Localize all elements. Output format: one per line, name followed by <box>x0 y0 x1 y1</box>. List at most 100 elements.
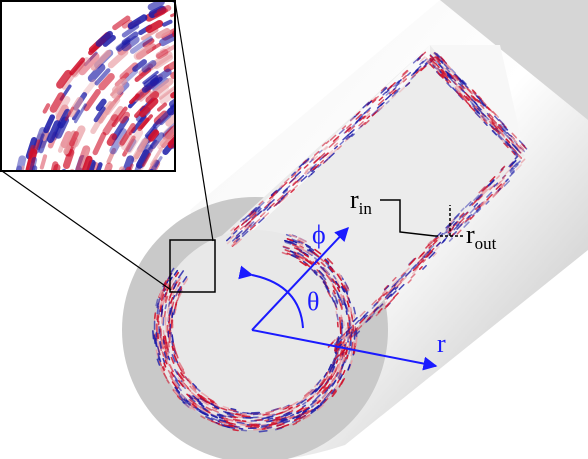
pattern-stroke <box>354 313 355 317</box>
pattern-stroke <box>240 31 249 32</box>
pattern-stroke <box>181 130 189 137</box>
pattern-stroke <box>190 72 201 77</box>
pattern-stroke <box>236 87 250 89</box>
pattern-stroke <box>191 100 196 103</box>
pattern-stroke <box>180 23 191 27</box>
pattern-stroke <box>224 415 228 416</box>
pattern-stroke <box>220 37 239 41</box>
pattern-stroke <box>115 178 119 199</box>
pattern-stroke <box>191 21 202 25</box>
zoom-line <box>175 1 213 241</box>
pattern-stroke <box>192 121 199 125</box>
pattern-stroke <box>135 178 140 196</box>
pattern-stroke <box>182 14 199 20</box>
pattern-stroke <box>118 203 119 219</box>
pattern-stroke <box>107 190 110 208</box>
pattern-stroke <box>223 111 231 113</box>
pattern-stroke <box>222 97 231 100</box>
pattern-stroke <box>191 93 203 99</box>
pattern-stroke <box>351 351 352 356</box>
pattern-stroke <box>178 10 188 14</box>
pattern-stroke <box>89 207 90 217</box>
pattern-stroke <box>247 78 259 79</box>
pattern-stroke <box>150 172 154 180</box>
pattern-stroke <box>235 58 254 61</box>
pattern-stroke <box>48 173 52 195</box>
pattern-stroke <box>228 416 231 417</box>
pattern-stroke <box>122 179 126 193</box>
pattern-stroke <box>245 95 265 97</box>
pattern-stroke <box>243 31 250 32</box>
pattern-stroke <box>236 414 241 415</box>
pattern-stroke <box>351 308 352 311</box>
pattern-stroke <box>165 312 166 317</box>
pattern-stroke <box>108 205 109 213</box>
pattern-stroke <box>28 179 29 187</box>
pattern-stroke <box>136 209 137 216</box>
pattern-stroke <box>205 2 220 6</box>
pattern-stroke <box>233 430 238 431</box>
pattern-stroke <box>247 11 263 12</box>
pattern-stroke <box>208 109 228 118</box>
pattern-stroke <box>212 71 227 76</box>
r-out-base: r <box>466 220 475 249</box>
pattern-stroke <box>246 95 254 96</box>
pattern-stroke <box>58 201 59 216</box>
zoom-line <box>2 171 171 290</box>
pattern-stroke <box>281 416 284 417</box>
pattern-stroke <box>341 315 342 319</box>
pattern-stroke <box>192 1 208 6</box>
pattern-stroke <box>254 76 269 77</box>
pattern-stroke <box>253 66 268 67</box>
pattern-stroke <box>157 303 158 307</box>
theta-label: θ <box>307 287 319 316</box>
pattern-stroke <box>162 316 163 324</box>
pattern-stroke <box>220 23 240 27</box>
pattern-stroke <box>16 191 17 198</box>
pattern-stroke <box>86 185 89 205</box>
pattern-stroke <box>251 106 269 107</box>
pattern-stroke <box>51 164 55 181</box>
pattern-stroke <box>202 14 216 18</box>
pattern-stroke <box>247 76 259 77</box>
pattern-stroke <box>206 70 224 76</box>
pattern-stroke <box>18 199 19 209</box>
pattern-stroke <box>250 104 265 105</box>
pattern-stroke <box>177 44 195 53</box>
pattern-stroke <box>105 166 110 180</box>
pattern-stroke <box>170 335 171 341</box>
pattern-stroke <box>59 175 62 188</box>
pattern-stroke <box>215 423 218 424</box>
pattern-stroke <box>121 175 124 184</box>
pattern-stroke <box>125 196 127 211</box>
pattern-stroke <box>198 44 208 47</box>
pattern-stroke <box>145 172 151 190</box>
pattern-stroke <box>199 16 206 18</box>
pattern-stroke <box>253 90 266 91</box>
pattern-stroke <box>205 11 220 15</box>
figure: ϕ θ r rin rout <box>0 0 588 459</box>
pattern-stroke <box>40 205 41 216</box>
pattern-stroke <box>218 424 221 425</box>
pattern-stroke <box>153 331 154 339</box>
pattern-stroke <box>196 98 207 103</box>
pattern-stroke <box>152 133 156 138</box>
pattern-stroke <box>132 204 133 217</box>
pattern-stroke <box>347 355 348 358</box>
pattern-stroke <box>186 48 197 52</box>
pattern-stroke <box>237 422 244 423</box>
pattern-stroke <box>236 6 254 8</box>
pattern-stroke <box>172 313 173 317</box>
r-in-base: r <box>350 185 359 214</box>
pattern-stroke <box>267 427 271 428</box>
pattern-stroke <box>184 97 194 103</box>
pattern-stroke <box>162 341 163 346</box>
pattern-stroke <box>234 13 242 14</box>
pattern-stroke <box>90 180 93 198</box>
pattern-stroke <box>342 320 343 327</box>
pattern-stroke <box>158 31 167 36</box>
pattern-stroke <box>116 181 120 201</box>
pattern-stroke <box>181 66 198 75</box>
pattern-stroke <box>96 197 98 217</box>
pattern-stroke <box>140 207 141 218</box>
